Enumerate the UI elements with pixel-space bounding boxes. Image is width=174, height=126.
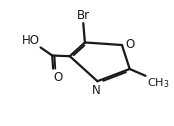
Text: Br: Br [77, 9, 90, 22]
Text: N: N [92, 84, 101, 97]
Text: HO: HO [22, 34, 40, 47]
Text: O: O [54, 71, 63, 84]
Text: O: O [126, 38, 135, 51]
Text: CH$_3$: CH$_3$ [147, 76, 169, 90]
